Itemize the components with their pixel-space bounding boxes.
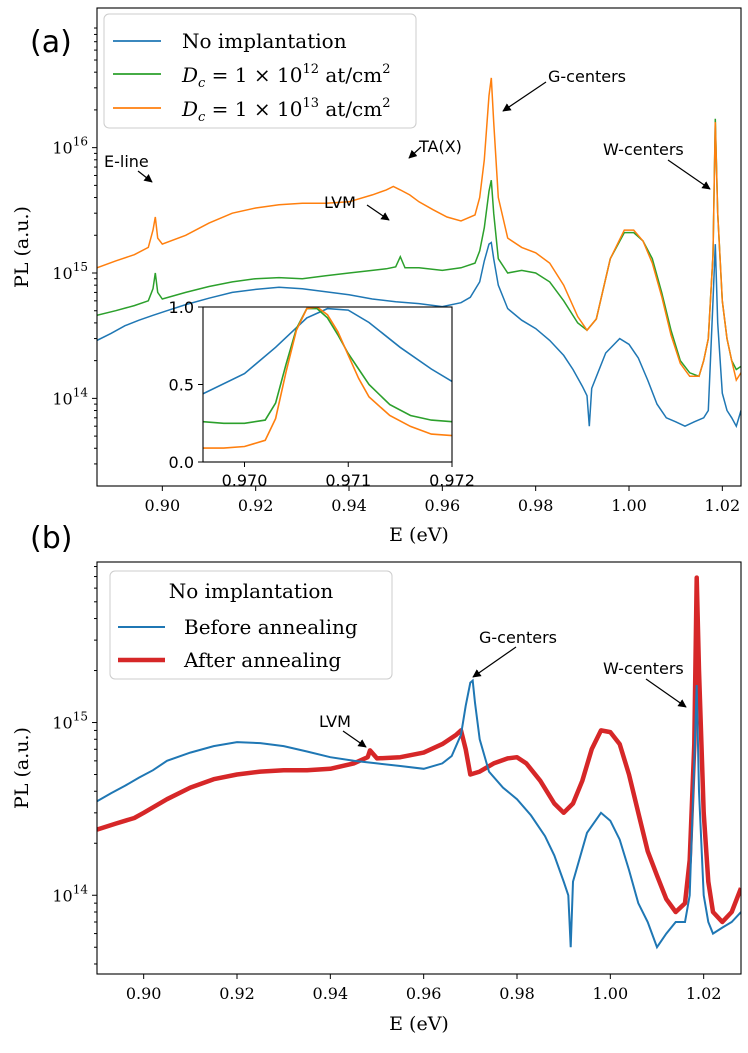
- annotation-b-g-centers: G-centers: [479, 628, 557, 647]
- panel-a-xlabel: E (eV): [389, 524, 449, 546]
- panel-b-label: (b): [30, 521, 72, 556]
- legend-b-label-after-annealing: After annealing: [183, 648, 341, 672]
- b-series-after-annealing-line: [97, 575, 741, 925]
- a-xtick-label: 0.98: [518, 496, 554, 515]
- panel-b-legend: No implantation Before annealing After a…: [109, 570, 393, 680]
- annotation-b-w-centers: W-centers: [603, 659, 684, 678]
- panel-a-legend-box: [103, 13, 417, 129]
- b-xtick-label: 0.96: [406, 984, 442, 1003]
- a-ytick-label: 1015: [52, 260, 88, 283]
- a-series-dc-1e13-line: [97, 77, 741, 382]
- b-ytick-label: 1015: [52, 710, 88, 733]
- panel-a-series-group: [97, 77, 741, 429]
- panel-a-legend: No implantation Dc = 1 × 1012 at/cm2 Dc …: [103, 13, 417, 129]
- a-xtick-label: 1.02: [705, 496, 741, 515]
- b-ytick-label: 1014: [52, 882, 88, 905]
- annotation-a-ta-x-arrow: [408, 146, 422, 159]
- b-xtick-label: 1.00: [593, 984, 629, 1003]
- panel-a-annotations: E-line TA(X) LVM G-centers W-centers: [104, 67, 711, 221]
- annotation-a-lvm: LVM: [324, 193, 356, 212]
- panel-a-label: (a): [30, 25, 72, 60]
- panel-b-frame: [96, 561, 742, 975]
- panel-b-legend-box: [109, 570, 393, 680]
- b-xtick-label: 0.98: [499, 984, 535, 1003]
- panel-b-series-group: [97, 575, 741, 950]
- annotation-b-w-centers-arrow: [645, 678, 687, 708]
- annotation-a-ta-x: TA(X): [418, 137, 462, 156]
- panel-b-ylabel: PL (a.u.): [11, 727, 33, 809]
- panel-b-y-ticks: 1014 1015: [52, 566, 97, 965]
- annotation-a-e-line-arrow: [137, 170, 153, 183]
- panel-b-x-ticks: 0.90 0.92 0.94 0.96 0.98 1.00 1.02: [126, 974, 722, 1003]
- b-xtick-label: 0.90: [126, 984, 162, 1003]
- inset-ytick-label: 0.5: [169, 376, 194, 395]
- inset-ytick-label: 0.0: [169, 453, 194, 472]
- b-series-before-annealing-line: [97, 678, 741, 950]
- legend-b-label-before-annealing: Before annealing: [184, 615, 358, 639]
- legend-b-title: No implantation: [169, 579, 334, 603]
- panel-b: (b) 0.90 0.92 0.94 0.96 0.98 1.00 1.02 1014101…: [11, 521, 742, 1035]
- inset-series-group: [203, 307, 452, 449]
- a-xtick-label: 0.94: [331, 496, 367, 515]
- annotation-a-w-centers-arrow: [667, 159, 711, 190]
- panel-a-frame: [96, 7, 742, 487]
- inset-xtick-label: 0.972: [429, 471, 475, 490]
- b-xtick-label: 0.94: [313, 984, 349, 1003]
- a-series-no-implantation-line: [97, 241, 741, 429]
- inset-xtick-label: 0.971: [325, 471, 371, 490]
- panel-b-annotations: LVM G-centers W-centers: [319, 628, 687, 748]
- panel-b-xlabel: E (eV): [389, 1013, 449, 1035]
- inset-y-ticks: 0.0 0.5 1.0: [169, 298, 203, 472]
- inset-background: [203, 307, 452, 462]
- annotation-a-w-centers: W-centers: [603, 140, 684, 159]
- inset-series-dc-1e12-line: [203, 307, 452, 425]
- inset-series-no-implantation-line: [203, 307, 452, 395]
- a-xtick-label: 0.92: [238, 496, 274, 515]
- a-xtick-label: 1.00: [611, 496, 647, 515]
- a-xtick-label: 0.96: [425, 496, 461, 515]
- inset-ytick-label: 1.0: [169, 298, 194, 317]
- legend-a-label-no-implantation: No implantation: [182, 29, 347, 53]
- b-xtick-label: 1.02: [686, 984, 722, 1003]
- panel-a-x-ticks: 0.90 0.92 0.94 0.96 0.98 1.00 1.02: [145, 486, 741, 515]
- legend-a-label-dc-1e13: Dc = 1 × 1013 at/cm2: [181, 96, 391, 125]
- panel-a-ylabel: PL (a.u.): [11, 206, 33, 288]
- inset-x-ticks: 0.970 0.971 0.972: [222, 462, 475, 490]
- a-ytick-label: 1014: [52, 385, 88, 408]
- annotation-a-g-centers: G-centers: [548, 67, 626, 86]
- annotation-b-g-centers-arrow: [472, 646, 517, 678]
- a-xtick-label: 0.90: [145, 496, 181, 515]
- panel-a: (a) 0.90 0.92 0.94 0.96 0.98 1.00 1.02 1014101…: [11, 7, 742, 546]
- inset-series-dc-1e13-line: [203, 307, 452, 449]
- annotation-b-lvm-arrow: [342, 730, 367, 748]
- inset: 0.970 0.971 0.972 0.0 0.5 1.0: [169, 298, 475, 490]
- annotation-b-lvm: LVM: [319, 712, 351, 731]
- annotation-a-g-centers-arrow: [502, 81, 547, 112]
- a-ytick-label: 1016: [52, 135, 88, 158]
- inset-xtick-label: 0.970: [222, 471, 268, 490]
- b-xtick-label: 0.92: [219, 984, 255, 1003]
- legend-a-label-dc-1e12: Dc = 1 × 1012 at/cm2: [181, 62, 391, 91]
- annotation-a-e-line: E-line: [104, 152, 149, 171]
- annotation-a-lvm-arrow: [366, 204, 390, 221]
- panel-a-y-ticks: 1014 1015 1016: [52, 27, 97, 465]
